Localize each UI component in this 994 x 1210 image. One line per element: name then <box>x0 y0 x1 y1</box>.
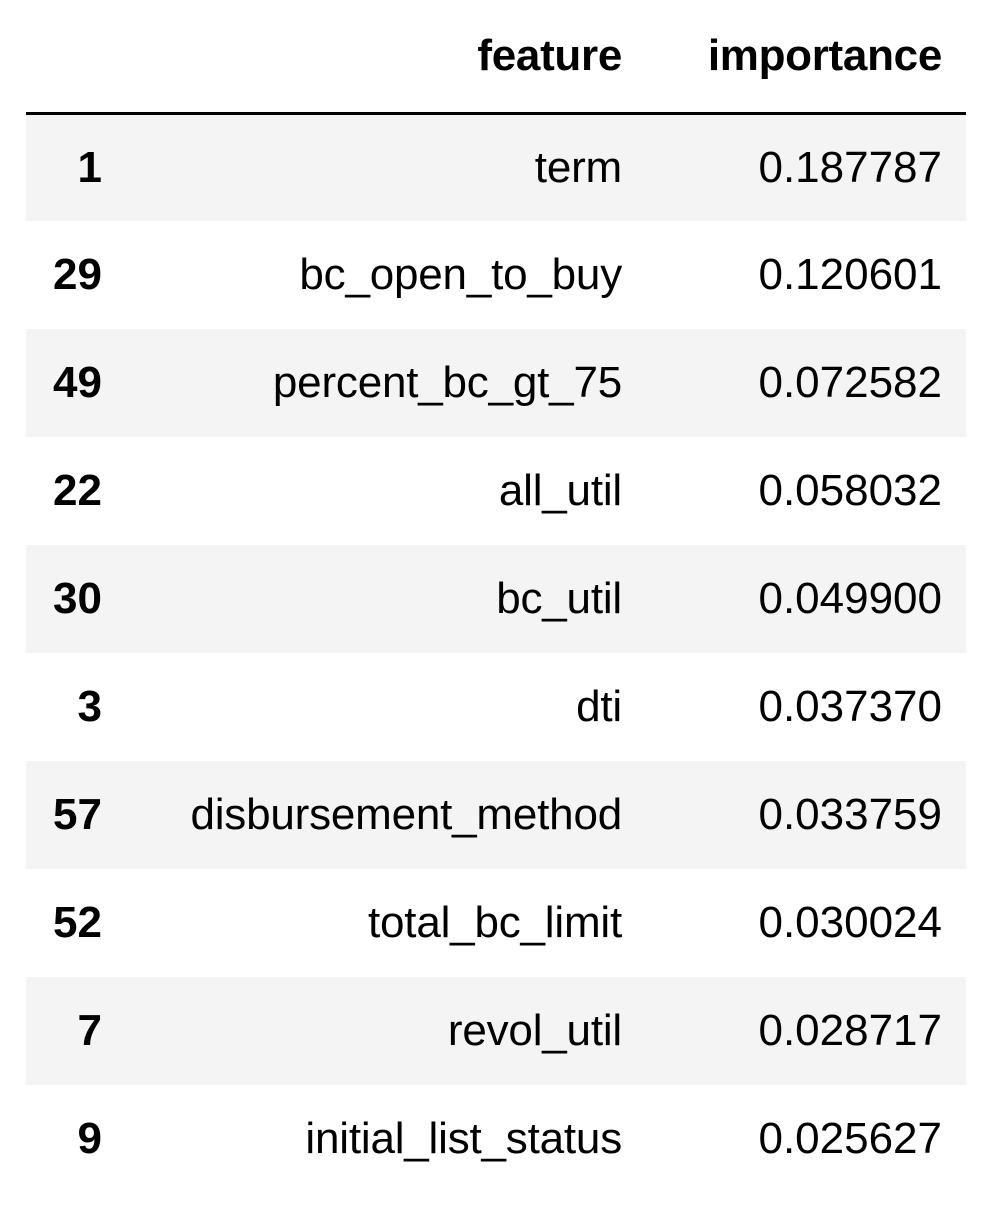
header-row: feature importance <box>26 0 966 115</box>
importance-column-header: importance <box>646 0 966 115</box>
row-index: 49 <box>53 358 102 407</box>
importance-cell: 0.037370 <box>758 682 942 731</box>
importance-cell: 0.033759 <box>758 790 942 839</box>
feature-cell: term <box>534 142 622 192</box>
row-index: 1 <box>77 142 102 192</box>
table-row: 22 all_util 0.058032 <box>26 437 966 545</box>
table-row: 1 term 0.187787 <box>26 113 966 221</box>
table-header: feature importance <box>26 0 966 115</box>
feature-column-header: feature <box>126 0 646 115</box>
row-index: 9 <box>77 1114 102 1163</box>
importance-cell: 0.028717 <box>758 1006 942 1055</box>
table-row: 57 disbursement_method 0.033759 <box>26 761 966 869</box>
importance-cell: 0.187787 <box>758 142 942 192</box>
row-index: 3 <box>77 682 102 731</box>
table-row: 30 bc_util 0.049900 <box>26 545 966 653</box>
feature-cell: total_bc_limit <box>368 898 622 947</box>
row-index: 30 <box>53 574 102 623</box>
table-body: 1 term 0.187787 29 bc_open_to_buy 0.1206… <box>26 113 966 1193</box>
feature-cell: bc_open_to_buy <box>299 250 622 299</box>
table-row: 29 bc_open_to_buy 0.120601 <box>26 221 966 329</box>
table-row: 9 initial_list_status 0.025627 <box>26 1085 966 1193</box>
row-index: 29 <box>53 250 102 299</box>
feature-cell: all_util <box>498 466 622 515</box>
importance-cell: 0.030024 <box>758 898 942 947</box>
feature-cell: bc_util <box>496 574 622 623</box>
row-index: 22 <box>53 466 102 515</box>
importance-cell: 0.072582 <box>758 358 942 407</box>
index-column-header <box>26 0 126 115</box>
importance-cell: 0.120601 <box>758 250 942 299</box>
feature-importance-table: feature importance 1 term 0.187787 29 bc… <box>26 0 966 1193</box>
table-row: 52 total_bc_limit 0.030024 <box>26 869 966 977</box>
dataframe-output: feature importance 1 term 0.187787 29 bc… <box>26 0 966 1193</box>
row-index: 7 <box>77 1006 102 1055</box>
importance-cell: 0.025627 <box>758 1114 942 1163</box>
feature-cell: dti <box>576 682 622 731</box>
table-row: 3 dti 0.037370 <box>26 653 966 761</box>
importance-cell: 0.049900 <box>758 574 942 623</box>
table-row: 49 percent_bc_gt_75 0.072582 <box>26 329 966 437</box>
feature-cell: revol_util <box>447 1006 622 1055</box>
feature-cell: disbursement_method <box>190 790 622 839</box>
importance-cell: 0.058032 <box>758 466 942 515</box>
row-index: 57 <box>53 790 102 839</box>
table-row: 7 revol_util 0.028717 <box>26 977 966 1085</box>
feature-cell: initial_list_status <box>305 1114 622 1163</box>
feature-cell: percent_bc_gt_75 <box>272 358 622 407</box>
row-index: 52 <box>53 898 102 947</box>
